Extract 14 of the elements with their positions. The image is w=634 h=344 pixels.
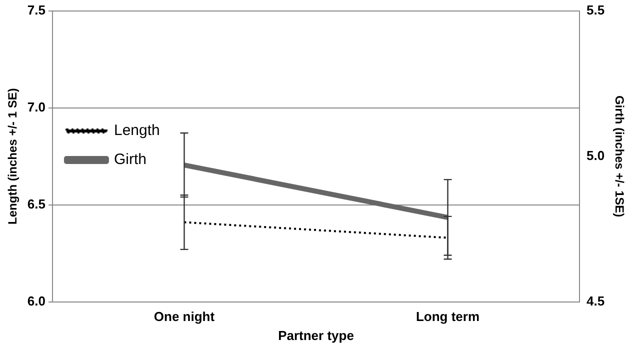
y2-tick-label: 5.0: [586, 148, 605, 163]
legend-label: Length: [114, 122, 160, 140]
y-tick-label: 7.5: [27, 2, 46, 18]
x-tick-label: One night: [154, 309, 216, 324]
x-axis-title: Partner type: [278, 328, 354, 343]
y2-axis-title: Girth (inches +/- 1SE): [612, 95, 626, 218]
legend-label: Girth: [114, 151, 146, 168]
x-tick-label: Long term: [416, 309, 480, 324]
y2-tick-label: 5.5: [586, 2, 605, 18]
y-tick-label: 6.0: [27, 293, 46, 308]
y-tick-label: 7.0: [27, 99, 46, 114]
y2-tick-label: 4.5: [586, 293, 605, 308]
y-tick-label: 6.5: [27, 196, 46, 212]
y-axis-title: Length (inches +/- 1 SE): [6, 88, 20, 224]
